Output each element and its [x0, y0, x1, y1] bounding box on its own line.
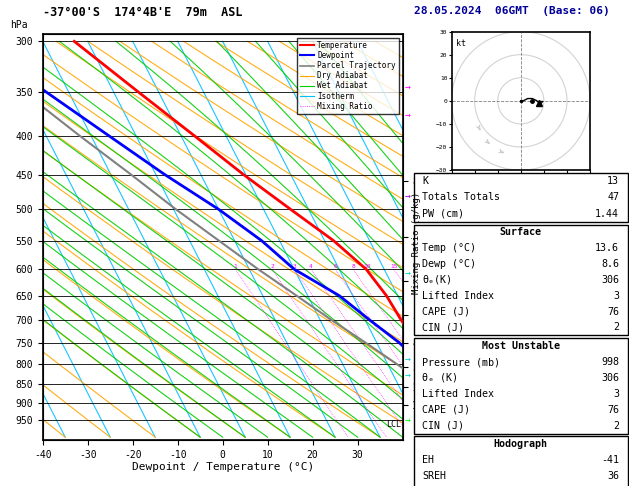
- Text: Ɐ: Ɐ: [485, 139, 492, 146]
- Text: 3: 3: [613, 389, 619, 399]
- Text: Mixing Ratio (g/kg): Mixing Ratio (g/kg): [412, 192, 421, 294]
- Text: CAPE (J): CAPE (J): [423, 307, 470, 316]
- Text: Temp (°C): Temp (°C): [423, 243, 476, 253]
- FancyBboxPatch shape: [414, 436, 628, 486]
- Text: -37°00'S  174°4B'E  79m  ASL: -37°00'S 174°4B'E 79m ASL: [43, 6, 242, 19]
- Text: θₑ(K): θₑ(K): [423, 275, 452, 285]
- Text: →: →: [404, 191, 410, 201]
- Text: 76: 76: [607, 307, 619, 316]
- Text: 6: 6: [333, 264, 337, 269]
- Text: SREH: SREH: [423, 471, 447, 481]
- Text: 4: 4: [309, 264, 313, 269]
- Text: 28.05.2024  06GMT  (Base: 06): 28.05.2024 06GMT (Base: 06): [414, 5, 610, 16]
- Text: →: →: [404, 268, 410, 278]
- Text: Dewp (°C): Dewp (°C): [423, 259, 476, 269]
- Text: 15: 15: [390, 264, 398, 269]
- Text: Hodograph: Hodograph: [494, 439, 548, 450]
- Text: 13.6: 13.6: [595, 243, 619, 253]
- Text: CIN (J): CIN (J): [423, 420, 464, 431]
- Text: K: K: [423, 176, 428, 186]
- Text: 306: 306: [601, 373, 619, 383]
- Text: 306: 306: [601, 275, 619, 285]
- Text: 2: 2: [613, 420, 619, 431]
- Text: Surface: Surface: [500, 227, 542, 238]
- Text: Most Unstable: Most Unstable: [482, 341, 560, 351]
- Text: 36: 36: [607, 471, 619, 481]
- Text: 998: 998: [601, 357, 619, 367]
- Y-axis label: km
ASL: km ASL: [426, 226, 443, 248]
- Text: 13: 13: [607, 176, 619, 186]
- Text: 3: 3: [613, 291, 619, 301]
- X-axis label: Dewpoint / Temperature (°C): Dewpoint / Temperature (°C): [131, 462, 314, 472]
- Text: →: →: [404, 82, 410, 92]
- FancyBboxPatch shape: [414, 173, 628, 222]
- Text: PW (cm): PW (cm): [423, 208, 464, 219]
- FancyBboxPatch shape: [414, 338, 628, 434]
- Text: -41: -41: [601, 455, 619, 465]
- Text: Lifted Index: Lifted Index: [423, 389, 494, 399]
- Text: LCL: LCL: [386, 420, 401, 429]
- Text: 1.44: 1.44: [595, 208, 619, 219]
- Text: 76: 76: [607, 405, 619, 415]
- Text: 47: 47: [607, 192, 619, 202]
- Text: hPa: hPa: [11, 20, 28, 30]
- Text: →: →: [404, 370, 410, 380]
- Text: 2: 2: [270, 264, 274, 269]
- Text: EH: EH: [423, 455, 435, 465]
- Text: CIN (J): CIN (J): [423, 322, 464, 332]
- FancyBboxPatch shape: [414, 225, 628, 335]
- Text: →: →: [404, 415, 410, 425]
- Text: →: →: [404, 354, 410, 364]
- Text: kt: kt: [456, 38, 466, 48]
- Legend: Temperature, Dewpoint, Parcel Trajectory, Dry Adiabat, Wet Adiabat, Isotherm, Mi: Temperature, Dewpoint, Parcel Trajectory…: [297, 38, 399, 114]
- Text: CAPE (J): CAPE (J): [423, 405, 470, 415]
- Text: Ɐ: Ɐ: [499, 149, 506, 155]
- Text: Totals Totals: Totals Totals: [423, 192, 501, 202]
- Text: 1: 1: [233, 264, 237, 269]
- Text: →: →: [404, 110, 410, 120]
- Text: θₑ (K): θₑ (K): [423, 373, 459, 383]
- Text: 3: 3: [292, 264, 296, 269]
- Text: 8: 8: [351, 264, 355, 269]
- Text: 10: 10: [364, 264, 371, 269]
- Text: Ɐ: Ɐ: [476, 125, 482, 132]
- Text: 2: 2: [613, 322, 619, 332]
- Text: 8.6: 8.6: [601, 259, 619, 269]
- Text: Pressure (mb): Pressure (mb): [423, 357, 501, 367]
- Text: Lifted Index: Lifted Index: [423, 291, 494, 301]
